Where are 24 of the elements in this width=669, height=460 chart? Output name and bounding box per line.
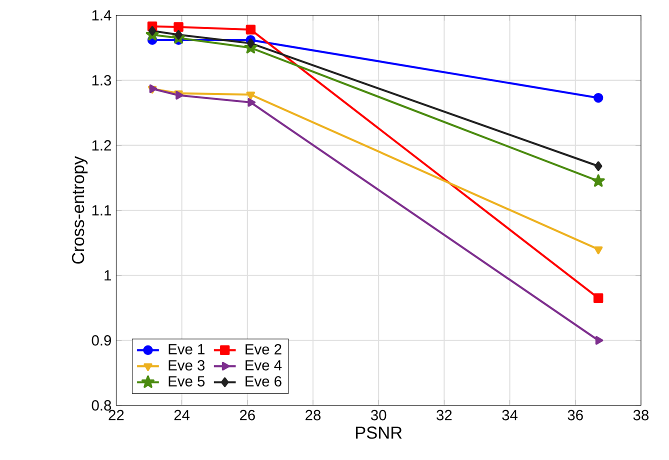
x-tick-label: 36	[568, 410, 583, 420]
y-tick-label: 1	[104, 270, 111, 280]
x-tick-label: 28	[306, 410, 321, 420]
x-tick-label: 30	[370, 410, 386, 420]
legend-label: Eve 1	[168, 344, 204, 354]
legend-label: Eve 5	[168, 376, 205, 386]
x-tick-label: 38	[633, 410, 649, 420]
x-tick-label: 22	[108, 410, 124, 420]
y-tick-label: 1.3	[92, 74, 112, 86]
y-axis-title: Cross-entropy	[72, 156, 88, 264]
y-tick-label: 1.2	[92, 140, 111, 150]
legend-label: Eve 2	[246, 344, 282, 354]
x-tick-label: 24	[174, 410, 190, 420]
y-tick-label: 0.9	[92, 334, 111, 346]
y-tick-label: 0.8	[92, 400, 112, 410]
x-tick-label: 26	[240, 410, 255, 420]
x-tick-label: 34	[502, 410, 518, 420]
y-tick-label: 1.1	[92, 205, 111, 216]
legend-label: Eve 3	[168, 360, 205, 370]
legend-label: Eve 6	[246, 376, 282, 386]
y-tick-label: 1.4	[92, 10, 112, 20]
legend-label: Eve 4	[246, 360, 282, 370]
x-tick-label: 32	[436, 410, 452, 420]
x-axis-title: PSNR	[356, 426, 402, 439]
